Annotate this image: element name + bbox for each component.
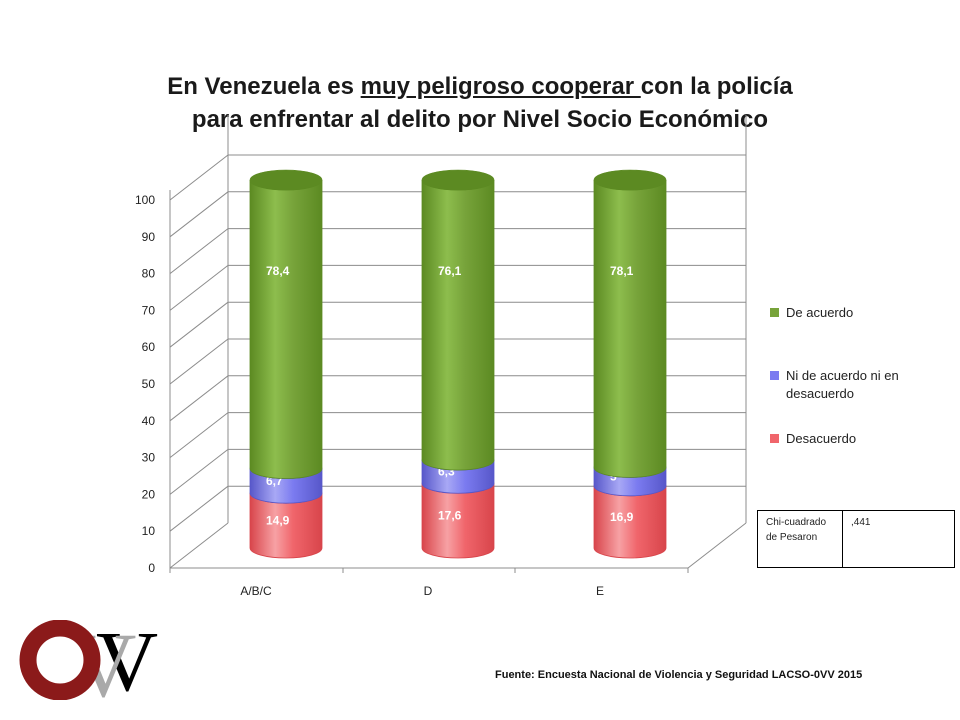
title-text-underlined: muy peligroso cooperar: [360, 73, 641, 100]
ovv-logo: V V: [19, 620, 158, 700]
y-tick-label: 20: [142, 487, 156, 501]
legend-swatch-de-acuerdo: [770, 308, 779, 317]
y-tick-label: 80: [142, 267, 156, 281]
bar-segment-top: [421, 169, 495, 191]
gridline-diagonal: [169, 412, 229, 458]
legend-swatch-desacuerdo: [770, 434, 779, 443]
bar-segment: [421, 179, 495, 471]
gridline-diagonal: [169, 154, 229, 201]
bar-segment-top: [249, 169, 323, 191]
stat-label: Chi-cuadrado de Pesaron: [757, 510, 843, 568]
x-tick-label: A/B/C: [240, 584, 272, 598]
y-tick-label: 0: [148, 561, 155, 575]
legend-label-de-acuerdo: De acuerdo: [786, 305, 854, 320]
legend-swatch-ni: [770, 371, 779, 380]
title-line-2: para enfrentar al delito por Nivel Socio…: [191, 106, 769, 133]
data-label: 14,9: [266, 514, 290, 528]
y-tick-label: 30: [142, 451, 156, 465]
bar-segment: [249, 179, 323, 479]
title-text-post: con la policía: [640, 73, 793, 100]
y-tick-label: 50: [142, 377, 156, 391]
gridline-diagonal: [169, 265, 229, 311]
title-text-pre: En Venezuela es: [167, 73, 361, 100]
logo-letter-o: [19, 620, 101, 700]
x-tick-label: E: [596, 584, 604, 598]
bar-segment: [593, 179, 667, 478]
legend-item-de-acuerdo: De acuerdo: [770, 304, 853, 322]
y-tick-label: 70: [142, 303, 156, 317]
y-tick-label: 100: [135, 193, 155, 207]
gridline-diagonal: [169, 338, 229, 385]
logo-letter-v-black: V: [96, 620, 158, 700]
data-label: 78,4: [266, 264, 290, 278]
gridline-diagonal: [169, 449, 229, 495]
gridline-diagonal: [169, 522, 229, 569]
y-tick-label: 10: [142, 524, 156, 538]
data-label: 17,6: [438, 509, 462, 523]
gridline-diagonal: [169, 375, 229, 422]
title-line-1: En Venezuela es muy peligroso cooperar c…: [0, 70, 960, 103]
stat-value: ,441: [842, 510, 955, 568]
bar-segment-top: [593, 169, 667, 191]
y-tick-label: 60: [142, 340, 156, 354]
x-tick-label: D: [424, 584, 433, 598]
y-tick-label: 90: [142, 230, 156, 244]
statistics-table: Chi-cuadrado de Pesaron ,441: [757, 510, 955, 568]
gridline-diagonal: [169, 228, 229, 274]
gridline-diagonal: [169, 485, 229, 532]
floor-right-edge: [687, 522, 747, 569]
legend-label-desacuerdo: Desacuerdo: [786, 431, 857, 446]
legend-item-ni: Ni de acuerdo ni en desacuerdo: [770, 367, 900, 403]
chart-title: En Venezuela es muy peligroso cooperar c…: [0, 70, 960, 136]
legend-item-desacuerdo: Desacuerdo: [770, 430, 856, 448]
data-label: 78,1: [610, 264, 634, 278]
gridline-diagonal: [169, 301, 229, 348]
gridline-diagonal: [169, 191, 229, 238]
source-note: Fuente: Encuesta Nacional de Violencia y…: [495, 669, 863, 681]
data-label: 76,1: [438, 264, 462, 278]
legend-label-ni: Ni de acuerdo ni en desacuerdo: [786, 368, 899, 401]
y-tick-label: 40: [142, 414, 156, 428]
data-label: 16,9: [610, 510, 634, 524]
